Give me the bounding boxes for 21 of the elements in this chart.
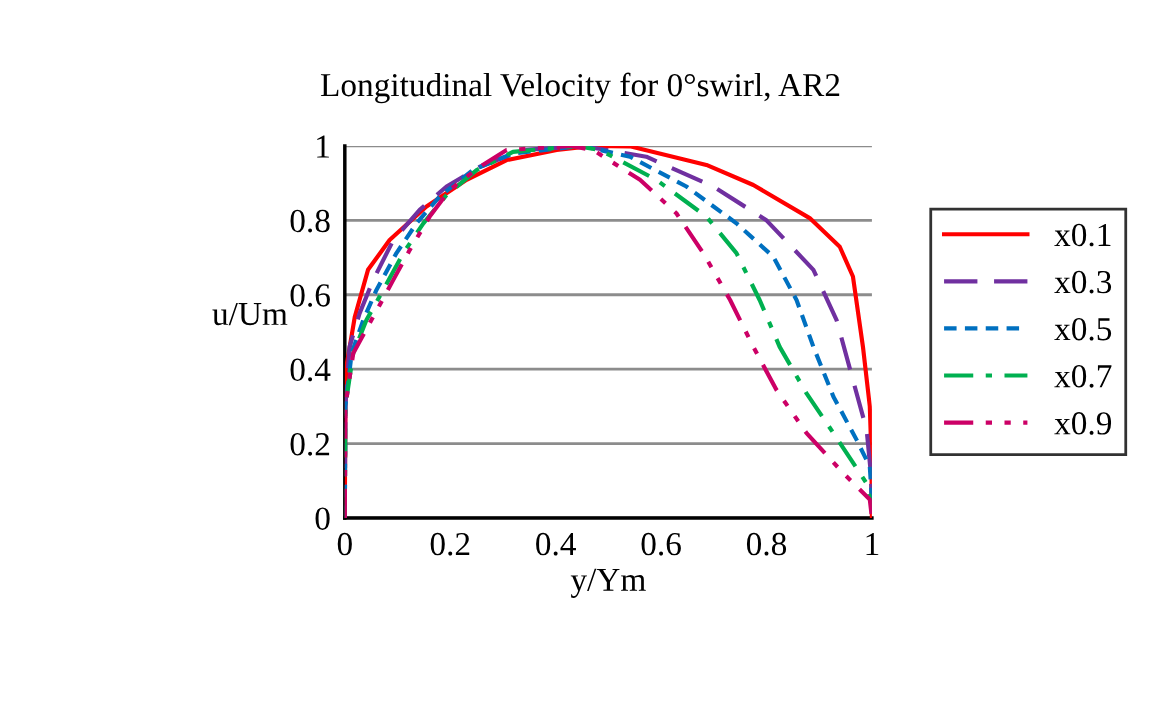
legend-label: x0.3 [1054, 270, 1112, 294]
legend-label: x0.7 [1054, 365, 1112, 388]
chart-title: Longitudinal Velocity for 0°swirl, AR2 [320, 72, 840, 104]
x-axis-title: y/Ym [570, 568, 646, 598]
line-series [344, 145, 872, 518]
y-tick-label: 0 [315, 507, 330, 530]
y-tick-label: 0.2 [290, 432, 330, 456]
x-tick-label: 0 [337, 532, 352, 556]
legend-label: x0.1 [1054, 223, 1111, 247]
x-tick-label: 0.6 [641, 532, 681, 556]
y-tick-label: 0.4 [290, 358, 331, 382]
x-tick-label: 0.4 [536, 532, 576, 556]
y-tick-label: 0.6 [290, 284, 330, 307]
y-tick-label: 0.8 [290, 209, 330, 233]
x-tick-label: 1 [866, 533, 879, 556]
y-axis-title: u/Um [212, 302, 288, 326]
legend-label: x0.5 [1054, 317, 1112, 341]
x-tick-label: 0.2 [430, 532, 470, 556]
legend-label: x0.9 [1054, 412, 1112, 435]
y-tick-label: 1 [317, 135, 329, 158]
x-tick-label: 0.8 [746, 532, 787, 556]
